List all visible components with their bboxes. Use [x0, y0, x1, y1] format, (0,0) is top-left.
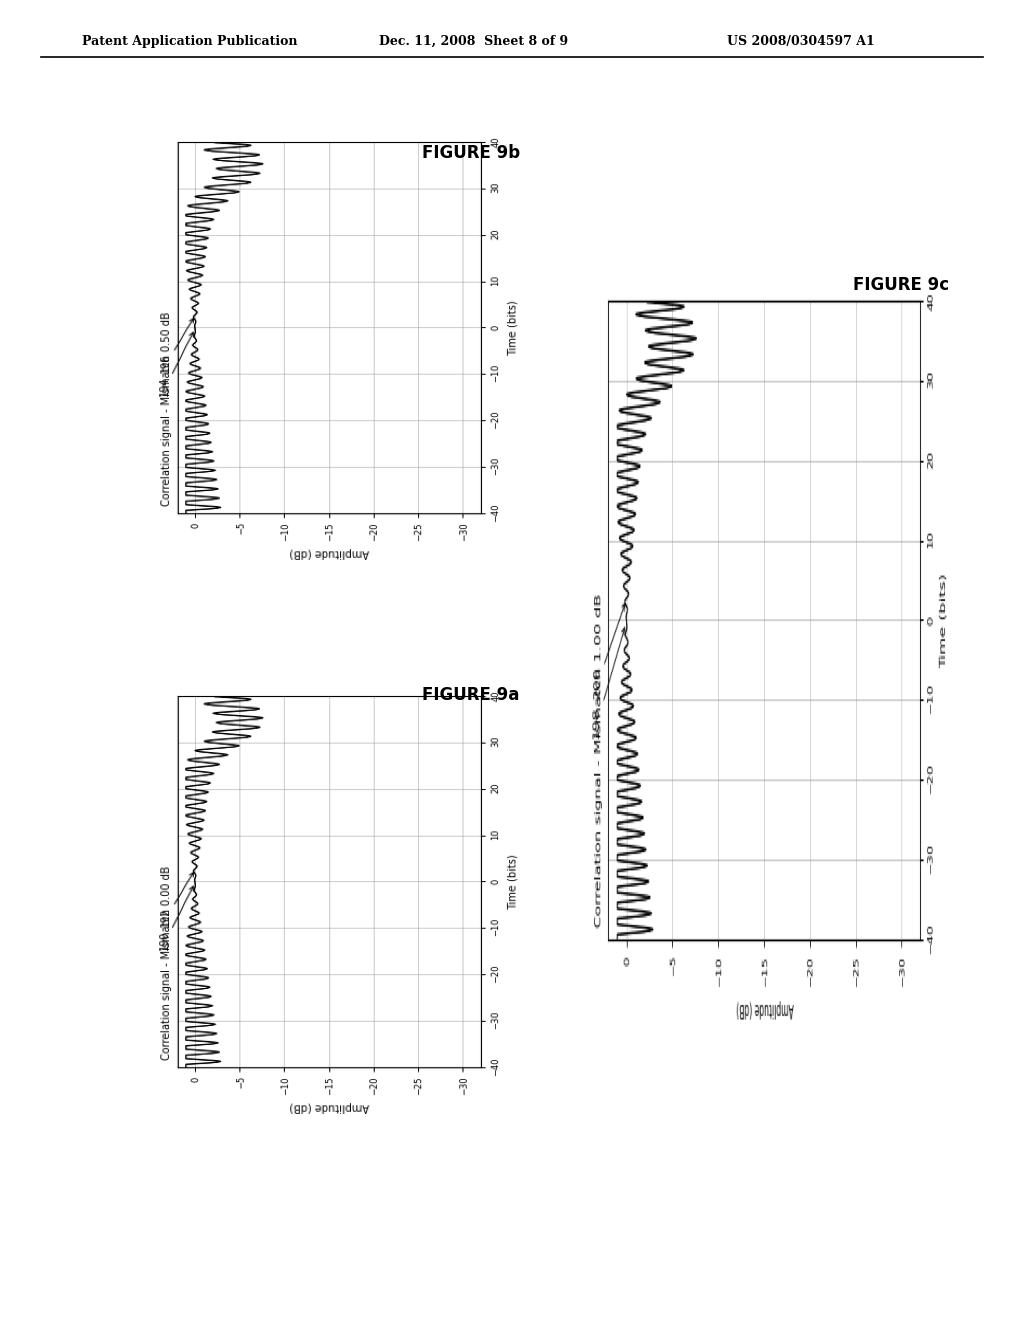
Text: Patent Application Publication: Patent Application Publication — [82, 34, 297, 48]
Text: US 2008/0304597 A1: US 2008/0304597 A1 — [727, 34, 874, 48]
Text: FIGURE 9a: FIGURE 9a — [422, 685, 520, 704]
Text: FIGURE 9b: FIGURE 9b — [422, 144, 520, 162]
Text: Dec. 11, 2008  Sheet 8 of 9: Dec. 11, 2008 Sheet 8 of 9 — [379, 34, 568, 48]
Text: FIGURE 9c: FIGURE 9c — [853, 276, 949, 294]
